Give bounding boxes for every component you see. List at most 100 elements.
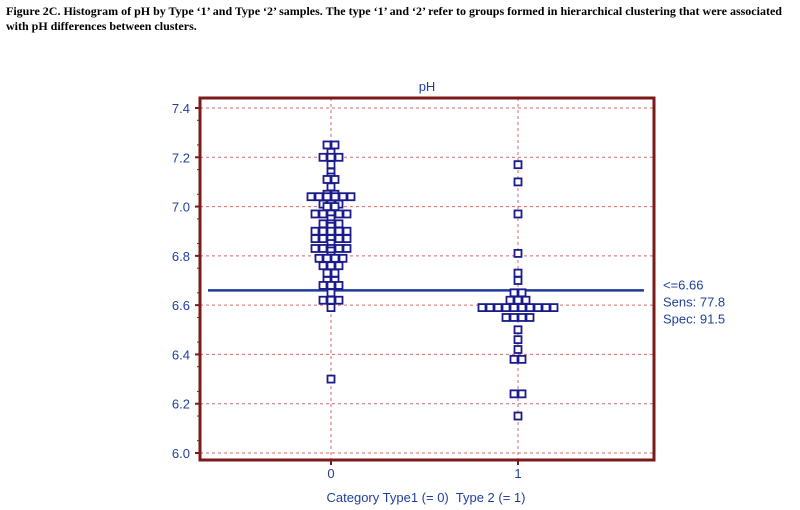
data-point	[326, 303, 336, 313]
data-point	[513, 209, 523, 219]
data-point	[330, 140, 340, 150]
data-point	[318, 244, 328, 253]
data-point	[533, 303, 543, 313]
x-axis-label: Category Type1 (= 0) Type 2 (= 1)	[327, 490, 526, 505]
axis-layer: 6.0 6.2 6.4 6.6 6.8 7.0 7.2 7.4 0 1	[172, 101, 522, 481]
data-point	[318, 281, 328, 290]
data-point	[513, 248, 523, 258]
grid-layer	[200, 98, 654, 460]
data-point	[505, 295, 515, 305]
plot-frame	[198, 96, 656, 462]
data-point	[509, 389, 519, 399]
data-point	[322, 192, 332, 202]
chart-title: pH	[419, 79, 436, 94]
data-point	[314, 253, 324, 263]
data-point	[334, 261, 344, 271]
data-point	[517, 288, 527, 298]
data-point	[334, 152, 344, 162]
y-tick-label: 6.4	[172, 347, 190, 362]
data-point	[326, 374, 336, 384]
data-point	[517, 389, 527, 399]
data-point	[493, 303, 503, 313]
data-point	[338, 192, 348, 202]
data-point	[338, 253, 348, 263]
data-point	[521, 295, 531, 305]
data-point	[517, 354, 527, 364]
data-point	[310, 244, 320, 253]
data-point	[513, 160, 523, 170]
data-point	[501, 303, 511, 313]
data-point	[318, 226, 328, 236]
data-point	[509, 288, 519, 298]
data-point	[326, 160, 336, 170]
data-point	[322, 253, 332, 263]
cutoff-label: Spec: 91.5	[663, 311, 725, 326]
data-point	[513, 177, 523, 187]
data-point	[334, 234, 344, 244]
data-point	[525, 313, 535, 322]
data-point	[326, 281, 336, 290]
data-point	[342, 226, 352, 236]
data-point	[330, 175, 340, 184]
data-point	[334, 281, 344, 290]
data-point	[310, 234, 320, 244]
data-point	[318, 261, 328, 271]
data-point	[346, 192, 356, 202]
data-point	[330, 268, 340, 278]
data-point	[334, 219, 344, 229]
data-point	[513, 411, 523, 421]
data-point	[549, 303, 559, 313]
data-point	[525, 303, 535, 313]
data-point	[326, 261, 336, 271]
data-point	[509, 303, 519, 313]
data-point	[318, 295, 328, 305]
figure-caption: Figure 2C. Histogram of pH by Type ‘1’ a…	[6, 4, 782, 33]
data-point	[509, 354, 519, 364]
cutoff-labels: <=6.66 Sens: 77.8 Spec: 91.5	[663, 277, 725, 326]
y-tick-label: 7.2	[172, 150, 190, 165]
y-tick-label: 6.2	[172, 397, 190, 412]
data-point	[322, 268, 332, 278]
data-point	[501, 313, 511, 322]
data-point	[326, 288, 336, 298]
data-point	[326, 182, 336, 192]
y-tick-label: 6.0	[172, 446, 190, 461]
data-point	[330, 202, 340, 211]
data-point	[326, 226, 336, 236]
data-point	[310, 226, 320, 236]
data-point	[541, 303, 551, 313]
data-point	[513, 335, 523, 345]
data-point	[322, 175, 332, 184]
data-point	[318, 152, 328, 162]
data-point	[509, 313, 519, 322]
data-point	[517, 313, 527, 322]
data-point	[334, 295, 344, 305]
data-point	[342, 234, 352, 244]
data-point	[513, 325, 523, 335]
x-tick-label: 1	[514, 466, 521, 481]
data-point	[513, 276, 523, 285]
y-tick-label: 7.4	[172, 101, 190, 116]
points-layer	[306, 140, 559, 421]
cutoff-label: Sens: 77.8	[663, 294, 725, 309]
data-point	[318, 219, 328, 229]
data-point	[310, 209, 320, 219]
data-point	[513, 295, 523, 305]
data-point	[314, 192, 324, 202]
data-point	[318, 234, 328, 244]
data-point	[322, 140, 332, 150]
y-tick-label: 6.6	[172, 298, 190, 313]
data-point	[330, 192, 340, 202]
data-point	[513, 268, 523, 278]
data-point	[334, 209, 344, 219]
data-point	[342, 209, 352, 219]
x-tick-label: 0	[327, 466, 334, 481]
data-point	[330, 253, 340, 263]
data-point	[326, 295, 336, 305]
data-point	[513, 345, 523, 354]
data-point	[334, 226, 344, 236]
cutoff-label: <=6.66	[663, 277, 704, 292]
data-point	[477, 303, 487, 313]
data-point	[318, 209, 328, 219]
data-point	[334, 244, 344, 253]
